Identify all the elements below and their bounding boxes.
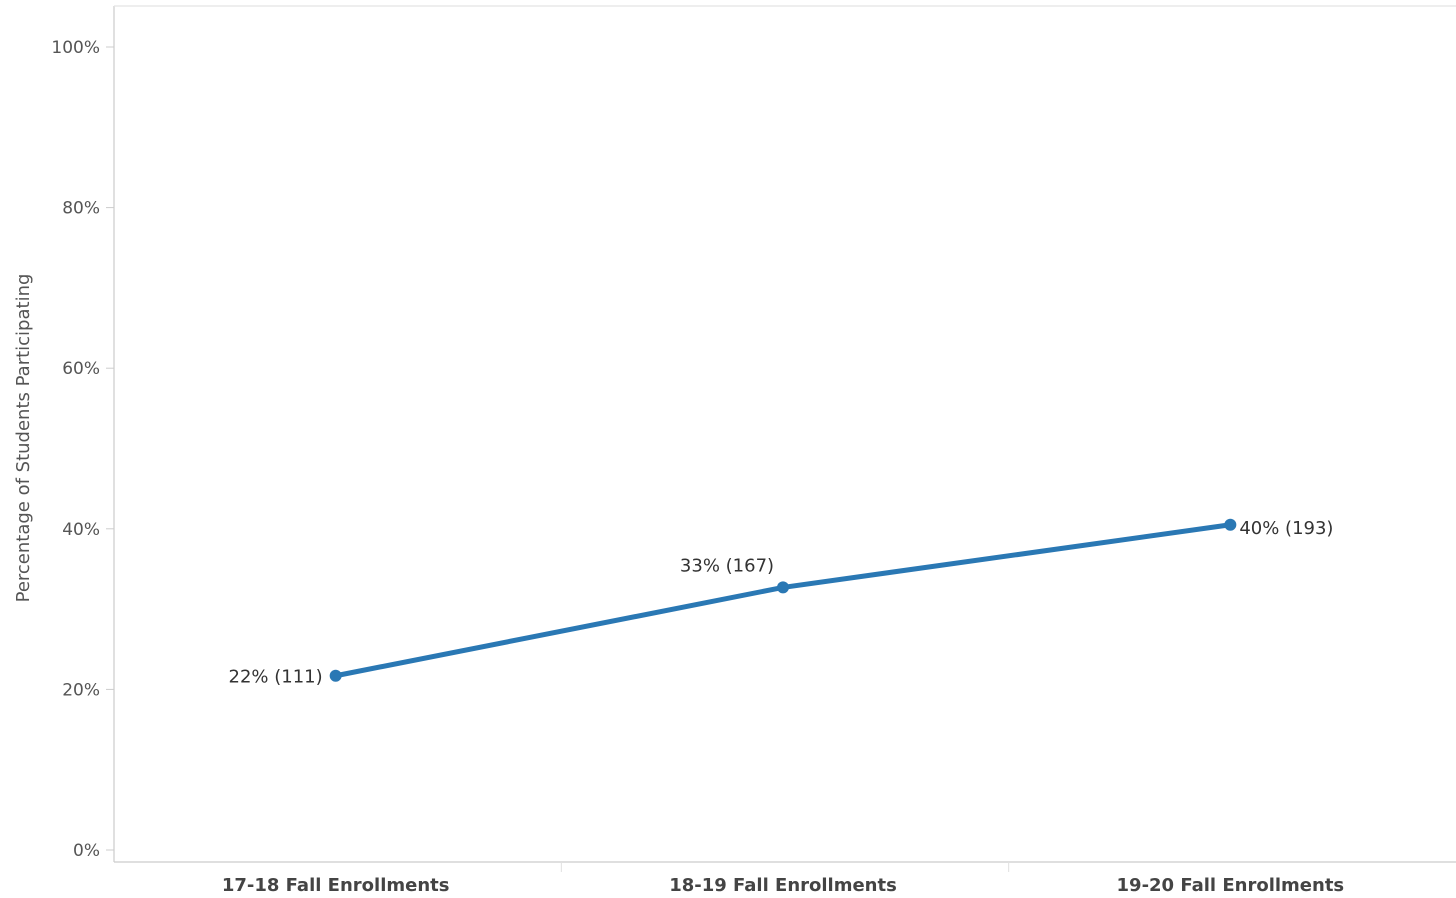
axes <box>113 5 1456 863</box>
series-line <box>333 522 1233 679</box>
x-tick-label: 18-19 Fall Enrollments <box>669 875 897 896</box>
x-tick-label: 17-18 Fall Enrollments <box>222 875 450 896</box>
x-tick-label: 19-20 Fall Enrollments <box>1117 875 1345 896</box>
data-point[interactable] <box>777 581 789 594</box>
y-tick-label: 80% <box>62 199 100 219</box>
data-label: 40% (193) <box>1239 518 1333 539</box>
y-axis-ticks: 0% 20% 40% 60% 80% 100% <box>51 38 114 861</box>
data-label: 33% (167) <box>680 555 774 576</box>
y-tick-label: 20% <box>62 680 100 700</box>
data-label: 22% (111) <box>229 667 323 688</box>
y-axis-title: Percentage of Students Participating <box>13 274 34 603</box>
series: 22% (111) 33% (167) 40% (193) <box>229 518 1334 688</box>
y-tick-label: 60% <box>62 359 100 379</box>
data-point[interactable] <box>1224 518 1237 531</box>
y-tick-label: 40% <box>62 520 100 540</box>
data-point[interactable] <box>329 669 342 682</box>
y-tick-label: 100% <box>51 38 100 58</box>
x-axis-ticks: 17-18 Fall Enrollments 18-19 Fall Enrollm… <box>222 862 1344 896</box>
y-tick-label: 0% <box>73 841 100 861</box>
